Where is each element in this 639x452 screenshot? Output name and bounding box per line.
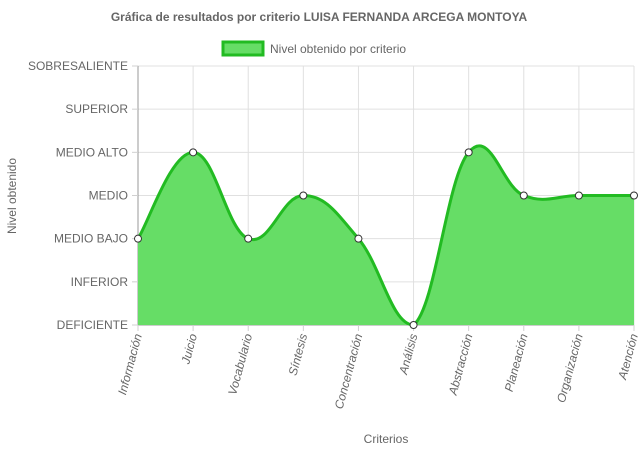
y-tick-label: INFERIOR — [71, 275, 129, 289]
data-point[interactable] — [244, 234, 253, 243]
y-tick-label: MEDIO — [89, 189, 128, 203]
x-tick-label: Síntesis — [286, 332, 311, 377]
x-tick-label: Juicio — [178, 332, 200, 367]
data-point[interactable] — [189, 148, 198, 157]
x-tick-label: Atención — [615, 332, 639, 382]
x-tick-label: Organización — [554, 332, 586, 404]
x-tick-label: Abstracción — [446, 332, 476, 397]
x-axis-ticks: Información Juicio Vocabulario Síntesis Conc… — [115, 325, 639, 411]
y-axis-title: Nivel obtenido — [5, 158, 19, 234]
data-point[interactable] — [354, 234, 363, 243]
legend[interactable]: Nivel obtenido por criterio — [221, 40, 406, 57]
y-tick-label: SOBRESALIENTE — [28, 59, 128, 73]
data-point[interactable] — [464, 148, 473, 157]
data-point[interactable] — [630, 191, 638, 200]
y-tick-label: MEDIO BAJO — [54, 232, 128, 246]
series-area — [138, 145, 634, 325]
y-axis-ticks: DEFICIENTE INFERIOR MEDIO BAJO MEDIO MEDIO A… — [28, 59, 138, 332]
x-tick-label: Análisis — [396, 332, 420, 377]
x-tick-label: Planeación — [502, 332, 531, 393]
legend-label: Nivel obtenido por criterio — [270, 42, 406, 56]
y-tick-label: DEFICIENTE — [57, 318, 128, 332]
chart-title: Gráfica de resultados por criterio LUISA… — [111, 10, 528, 24]
y-tick-label: MEDIO ALTO — [56, 145, 128, 159]
y-tick-label: SUPERIOR — [65, 102, 128, 116]
plot-area — [134, 144, 638, 329]
x-tick-label: Concentración — [332, 332, 366, 411]
x-tick-label: Información — [115, 332, 145, 396]
data-point[interactable] — [134, 234, 142, 243]
x-axis-title: Criterios — [364, 432, 409, 446]
x-tick-label: Vocabulario — [225, 332, 255, 397]
data-point[interactable] — [409, 321, 418, 329]
legend-swatch — [221, 40, 265, 57]
data-point[interactable] — [299, 191, 308, 200]
data-point[interactable] — [574, 191, 583, 200]
data-point[interactable] — [519, 191, 528, 200]
